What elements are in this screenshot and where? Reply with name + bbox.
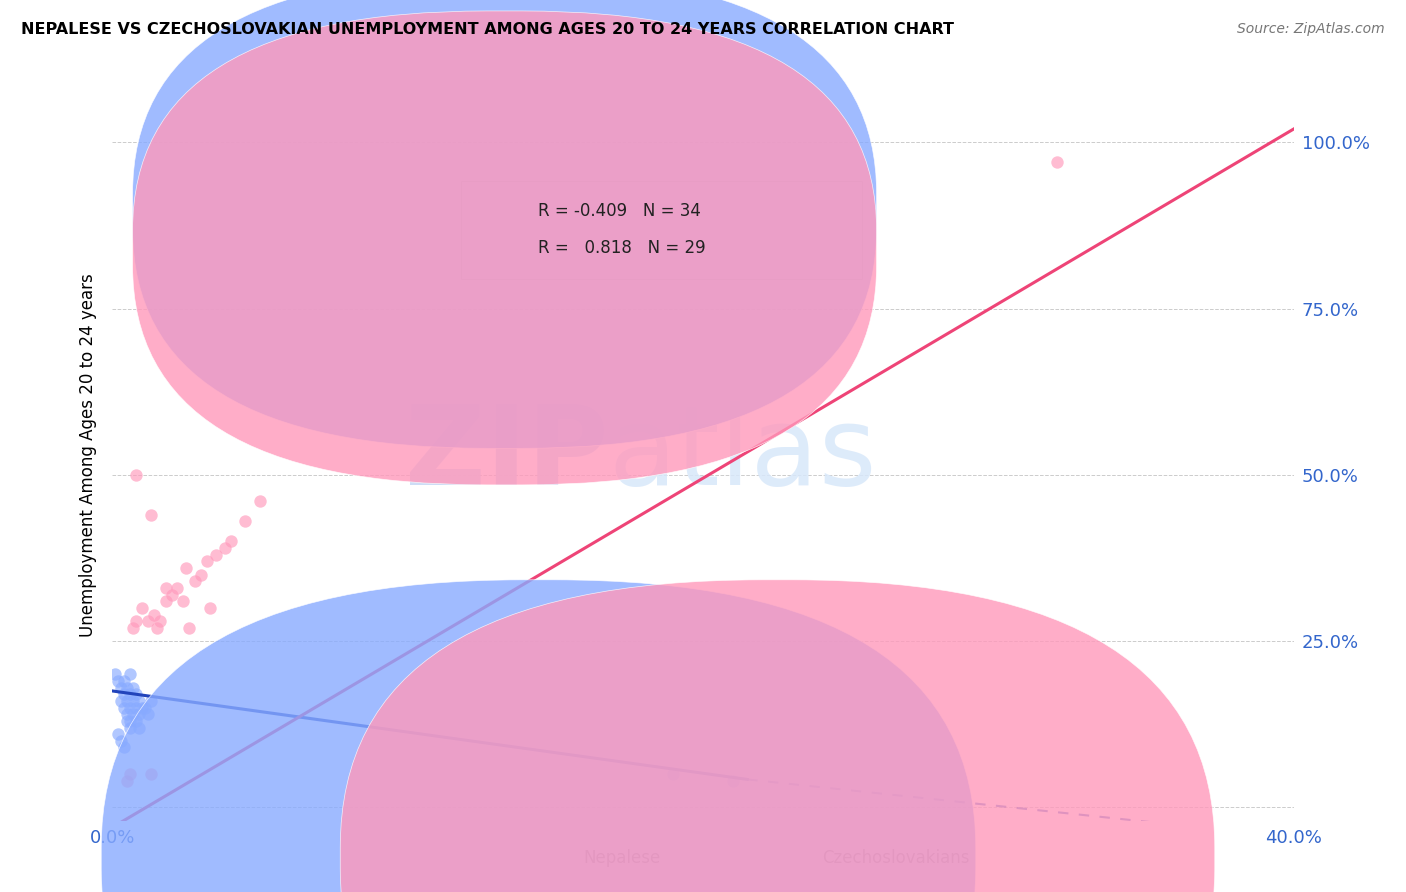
Point: [146, 621, 169, 635]
Point: [120, 767, 142, 781]
Text: R =   0.818   N = 29: R = 0.818 N = 29: [537, 239, 706, 257]
Point: [107, 673, 129, 688]
Point: [149, 614, 172, 628]
Text: Nepalese: Nepalese: [583, 849, 661, 867]
Point: [125, 714, 148, 728]
Point: [120, 687, 142, 701]
Point: [139, 694, 162, 708]
Point: [104, 667, 127, 681]
Point: [122, 694, 145, 708]
Point: [112, 673, 135, 688]
Text: ZIP: ZIP: [405, 401, 609, 508]
Point: [131, 700, 153, 714]
Point: [107, 727, 129, 741]
Point: [125, 687, 148, 701]
Point: [184, 574, 207, 589]
Point: [166, 581, 188, 595]
Point: [117, 694, 138, 708]
Point: [662, 767, 685, 781]
Point: [128, 721, 150, 735]
Point: [214, 541, 236, 555]
Y-axis label: Unemployment Among Ages 20 to 24 years: Unemployment Among Ages 20 to 24 years: [79, 273, 97, 637]
Point: [120, 667, 142, 681]
Point: [219, 534, 242, 549]
Text: NEPALESE VS CZECHOSLOVAKIAN UNEMPLOYMENT AMONG AGES 20 TO 24 YEARS CORRELATION C: NEPALESE VS CZECHOSLOVAKIAN UNEMPLOYMENT…: [21, 22, 955, 37]
Point: [198, 600, 221, 615]
Point: [195, 554, 218, 568]
Point: [139, 767, 162, 781]
Point: [139, 508, 162, 522]
Text: Source: ZipAtlas.com: Source: ZipAtlas.com: [1237, 22, 1385, 37]
Point: [112, 740, 135, 755]
Point: [190, 567, 212, 582]
Point: [112, 700, 135, 714]
Point: [122, 681, 145, 695]
Point: [120, 721, 142, 735]
Point: [125, 614, 148, 628]
Point: [155, 581, 177, 595]
Point: [125, 467, 148, 482]
Point: [110, 734, 132, 748]
Point: [117, 707, 138, 722]
Point: [128, 707, 150, 722]
Point: [142, 607, 165, 622]
Point: [117, 714, 138, 728]
Text: atlas: atlas: [609, 401, 877, 508]
Point: [120, 714, 142, 728]
FancyBboxPatch shape: [132, 11, 876, 485]
Text: Czechoslovakians: Czechoslovakians: [823, 849, 970, 867]
Point: [160, 588, 183, 602]
Point: [136, 614, 159, 628]
Point: [110, 681, 132, 695]
Point: [122, 621, 145, 635]
Point: [128, 694, 150, 708]
Point: [112, 687, 135, 701]
Point: [117, 773, 138, 788]
Point: [172, 594, 194, 608]
Point: [205, 548, 228, 562]
Point: [117, 681, 138, 695]
Point: [721, 773, 744, 788]
Point: [134, 700, 156, 714]
FancyBboxPatch shape: [461, 180, 862, 279]
Point: [136, 707, 159, 722]
FancyBboxPatch shape: [132, 0, 876, 449]
Point: [155, 594, 177, 608]
Point: [233, 515, 256, 529]
Point: [249, 494, 271, 508]
Point: [179, 621, 201, 635]
Point: [131, 600, 153, 615]
Point: [1046, 155, 1069, 169]
Point: [120, 700, 142, 714]
Point: [125, 700, 148, 714]
Text: R = -0.409   N = 34: R = -0.409 N = 34: [537, 202, 700, 220]
Point: [122, 707, 145, 722]
Point: [110, 694, 132, 708]
Point: [174, 561, 197, 575]
